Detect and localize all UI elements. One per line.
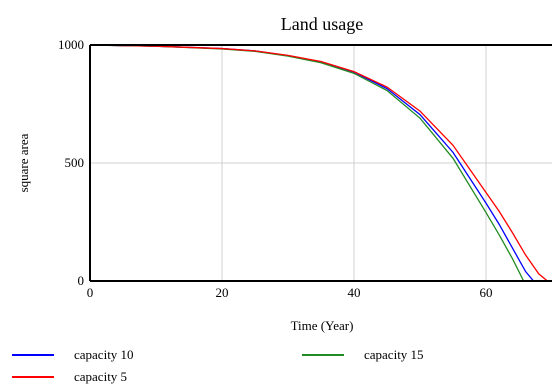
legend: capacity 10 capacity 15 capacity 5 [12, 347, 424, 384]
x-tick-label: 40 [348, 285, 361, 300]
chart-title: Land usage [281, 14, 363, 34]
y-axis-label: square area [16, 133, 31, 192]
legend-item: capacity 5 [12, 369, 127, 384]
legend-item: capacity 15 [302, 347, 424, 362]
legend-label: capacity 5 [74, 369, 127, 384]
y-tick-label: 0 [78, 273, 85, 288]
legend-label: capacity 15 [364, 347, 424, 362]
y-axis-ticks: 0 500 1000 [58, 37, 84, 288]
series-line-capacity-5 [89, 44, 548, 282]
x-tick-label: 0 [87, 285, 94, 300]
x-tick-label: 60 [480, 285, 493, 300]
y-tick-label: 500 [65, 155, 85, 170]
axes [89, 44, 552, 282]
legend-item: capacity 10 [12, 347, 134, 362]
x-axis-ticks: 0 20 40 60 [87, 285, 493, 300]
legend-label: capacity 10 [74, 347, 134, 362]
y-tick-label: 1000 [58, 37, 84, 52]
x-tick-label: 20 [216, 285, 229, 300]
series-lines [89, 44, 548, 282]
x-axis-label: Time (Year) [291, 318, 354, 333]
grid-lines [89, 44, 552, 282]
